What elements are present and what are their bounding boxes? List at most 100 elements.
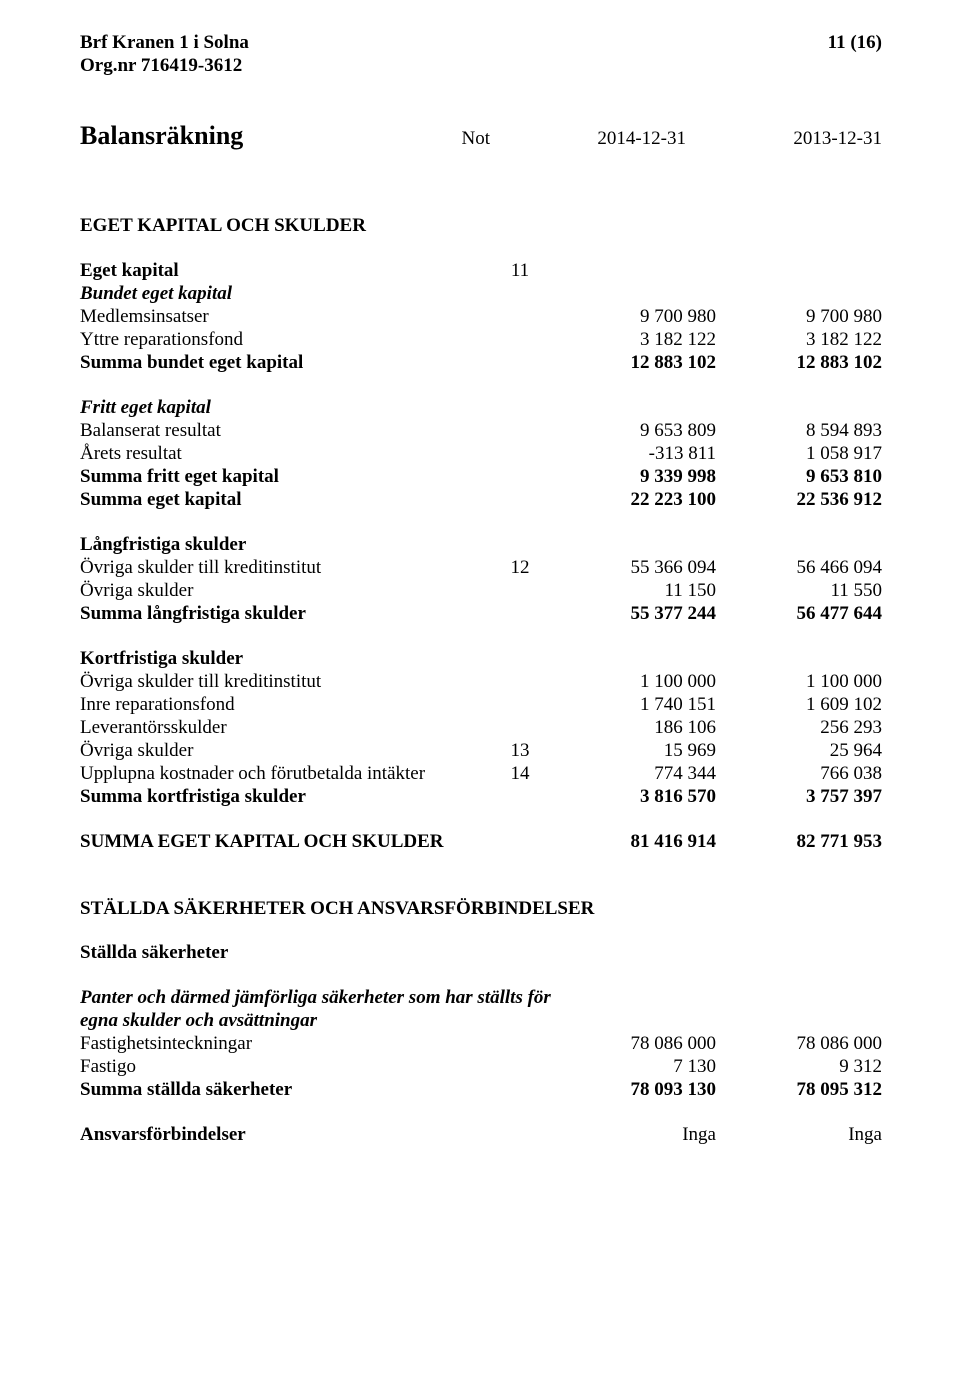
row-value-2: 3 757 397	[716, 786, 882, 809]
row-note: 11	[490, 260, 550, 283]
row-value-1: 774 344	[550, 763, 716, 786]
row-value-1: 78 086 000	[550, 1033, 716, 1056]
section-heading-stallda: STÄLLDA SÄKERHETER OCH ANSVARSFÖRBINDELS…	[80, 898, 882, 921]
table-row: Summa eget kapital 22 223 100 22 536 912	[80, 489, 882, 512]
row-value-1: 9 339 998	[550, 466, 716, 489]
row-label: Summa eget kapital	[80, 489, 490, 512]
table-row: Ansvarsförbindelser Inga Inga	[80, 1124, 882, 1147]
row-label: Upplupna kostnader och förutbetalda intä…	[80, 763, 490, 786]
row-value-1: 81 416 914	[550, 831, 716, 854]
row-value-2: Inga	[716, 1124, 882, 1147]
spacer	[80, 512, 882, 534]
org-name: Brf Kranen 1 i Solna	[80, 32, 249, 55]
row-value-1: 1 740 151	[550, 694, 716, 717]
row-value-2: 766 038	[716, 763, 882, 786]
column-header-date2: 2013-12-31	[686, 128, 882, 151]
table-row: Eget kapital 11	[80, 260, 882, 283]
row-value-1: 7 130	[550, 1056, 716, 1079]
row-value-2: 9 653 810	[716, 466, 882, 489]
row-label: Summa ställda säkerheter	[80, 1079, 490, 1102]
document-header: Brf Kranen 1 i Solna Org.nr 716419-3612 …	[80, 32, 882, 78]
row-value-2: 256 293	[716, 717, 882, 740]
row-note: 14	[490, 763, 550, 786]
table-row: Övriga skulder till kreditinstitut 1 100…	[80, 671, 882, 694]
row-value-2: 78 086 000	[716, 1033, 882, 1056]
row-label: Övriga skulder till kreditinstitut	[80, 671, 490, 694]
table-row: Kortfristiga skulder	[80, 648, 882, 671]
row-value-2: 22 536 912	[716, 489, 882, 512]
table-row: Upplupna kostnader och förutbetalda intä…	[80, 763, 882, 786]
row-value-2: 56 477 644	[716, 603, 882, 626]
table-row: Långfristiga skulder	[80, 534, 882, 557]
row-value-1: -313 811	[550, 443, 716, 466]
row-note: 12	[490, 557, 550, 580]
table-row: Summa ställda säkerheter 78 093 130 78 0…	[80, 1079, 882, 1102]
row-value-2: 1 058 917	[716, 443, 882, 466]
row-label: Leverantörsskulder	[80, 717, 490, 740]
row-label: Medlemsinsatser	[80, 306, 490, 329]
row-label: Summa fritt eget kapital	[80, 466, 490, 489]
table-row: Summa långfristiga skulder 55 377 244 56…	[80, 603, 882, 626]
table-row: Övriga skulder till kreditinstitut 12 55…	[80, 557, 882, 580]
table-row: Summa fritt eget kapital 9 339 998 9 653…	[80, 466, 882, 489]
table-row: Övriga skulder 11 150 11 550	[80, 580, 882, 603]
row-value-1: 15 969	[550, 740, 716, 763]
row-label: Summa långfristiga skulder	[80, 603, 490, 626]
row-label: Årets resultat	[80, 443, 490, 466]
table-row: Summa bundet eget kapital 12 883 102 12 …	[80, 352, 882, 375]
column-header-date1: 2014-12-31	[490, 128, 686, 151]
row-value-2: 1 609 102	[716, 694, 882, 717]
row-label: Fastigo	[80, 1056, 490, 1079]
row-value-1: Inga	[550, 1124, 716, 1147]
table-row: Inre reparationsfond 1 740 151 1 609 102	[80, 694, 882, 717]
row-value-2: 9 700 980	[716, 306, 882, 329]
row-value-1: 3 816 570	[550, 786, 716, 809]
row-value-1: 3 182 122	[550, 329, 716, 352]
org-number: Org.nr 716419-3612	[80, 55, 249, 78]
sub-heading-stallda-sakerheter: Ställda säkerheter	[80, 942, 882, 965]
row-label: Bundet eget kapital	[80, 283, 490, 306]
panter-line-2: egna skulder och avsättningar	[80, 1010, 882, 1033]
table-row: Fastigo 7 130 9 312	[80, 1056, 882, 1079]
row-value-1: 11 150	[550, 580, 716, 603]
table-row: Årets resultat -313 811 1 058 917	[80, 443, 882, 466]
row-value-2: 3 182 122	[716, 329, 882, 352]
row-label: Yttre reparationsfond	[80, 329, 490, 352]
row-value-2: 25 964	[716, 740, 882, 763]
table-row: Summa kortfristiga skulder 3 816 570 3 7…	[80, 786, 882, 809]
row-label: Fastighetsinteckningar	[80, 1033, 490, 1056]
row-value-2: 12 883 102	[716, 352, 882, 375]
row-label: Övriga skulder	[80, 580, 490, 603]
table-row: Medlemsinsatser 9 700 980 9 700 980	[80, 306, 882, 329]
row-value-2: 9 312	[716, 1056, 882, 1079]
spacer	[80, 375, 882, 397]
panter-line-1: Panter och därmed jämförliga säkerheter …	[80, 987, 882, 1010]
row-label: Fritt eget kapital	[80, 397, 490, 420]
row-label: Summa bundet eget kapital	[80, 352, 490, 375]
row-value-1: 22 223 100	[550, 489, 716, 512]
row-note: 13	[490, 740, 550, 763]
row-label: Övriga skulder till kreditinstitut	[80, 557, 490, 580]
table-row: Övriga skulder 13 15 969 25 964	[80, 740, 882, 763]
spacer	[80, 854, 882, 898]
table-row: Bundet eget kapital	[80, 283, 882, 306]
row-label: Kortfristiga skulder	[80, 648, 490, 671]
spacer	[80, 809, 882, 831]
row-value-2: 11 550	[716, 580, 882, 603]
page-title: Balansräkning	[80, 120, 388, 151]
row-value-1: 55 377 244	[550, 603, 716, 626]
table-row: Fritt eget kapital	[80, 397, 882, 420]
table-row: Leverantörsskulder 186 106 256 293	[80, 717, 882, 740]
row-label: Balanserat resultat	[80, 420, 490, 443]
row-label: Eget kapital	[80, 260, 490, 283]
spacer	[80, 626, 882, 648]
table-row: Balanserat resultat 9 653 809 8 594 893	[80, 420, 882, 443]
spacer	[80, 965, 882, 987]
table-row: Yttre reparationsfond 3 182 122 3 182 12…	[80, 329, 882, 352]
row-label: Ansvarsförbindelser	[80, 1124, 490, 1147]
row-value-1: 55 366 094	[550, 557, 716, 580]
page-number: 11 (16)	[828, 32, 882, 55]
row-value-2: 1 100 000	[716, 671, 882, 694]
table-row: Fastighetsinteckningar 78 086 000 78 086…	[80, 1033, 882, 1056]
row-label: Inre reparationsfond	[80, 694, 490, 717]
